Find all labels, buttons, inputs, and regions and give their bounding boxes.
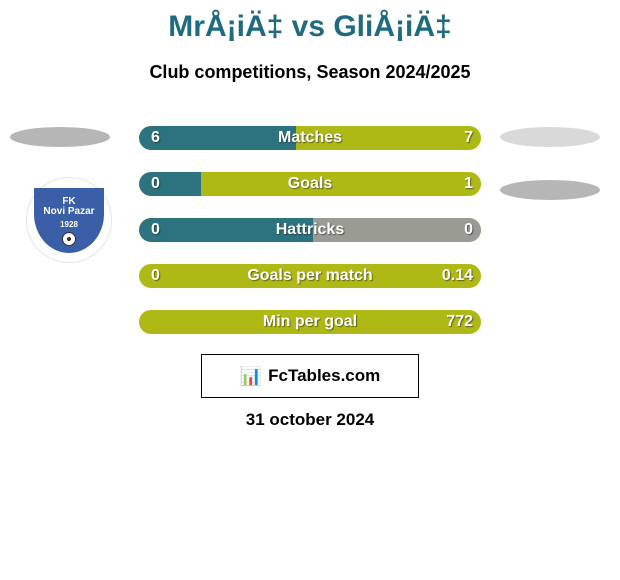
stat-row-hattricks: Hattricks0 0 (139, 218, 481, 242)
watermark[interactable]: 📊 FcTables.com (201, 354, 419, 398)
club-shield: FKNovi Pazar1928 (26, 177, 112, 263)
bar-chart-icon: 📊 (240, 366, 262, 387)
stat-row-min-per-goal: Min per goal772 (139, 310, 481, 334)
team-pill-0 (10, 127, 110, 147)
stat-label: Hattricks (139, 218, 481, 242)
club-shield-line2: Novi Pazar (43, 207, 94, 218)
club-shield-year: 1928 (60, 220, 78, 229)
stats-table: Matches67Goals01Hattricks00Goals per mat… (139, 126, 481, 356)
date-container: 31 october 2024 (0, 410, 620, 430)
stat-row-goals: Goals0 1 (139, 172, 481, 196)
soccer-ball-icon (62, 232, 76, 246)
club-shield-inner: FKNovi Pazar1928 (34, 188, 104, 253)
stat-value-left: 6 (151, 126, 160, 150)
stat-label: Min per goal (139, 310, 481, 334)
stat-label: Matches (139, 126, 481, 150)
team-pill-1 (500, 127, 600, 147)
title-text: MrÅ¡iÄ‡ vs GliÅ¡iÄ‡ (168, 10, 451, 43)
page: MrÅ¡iÄ‡ vs GliÅ¡iÄ‡ Club competitions, S… (0, 0, 620, 580)
stat-value-right: 7 (464, 126, 473, 150)
subtitle: Club competitions, Season 2024/2025 (0, 62, 620, 83)
stat-value-left: 0 (151, 172, 160, 196)
stat-label: Goals per match (139, 264, 481, 288)
stat-value-right: 772 (446, 310, 473, 334)
team-pill-2 (500, 180, 600, 200)
stat-value-right: 0.14 (442, 264, 473, 288)
stat-row-matches: Matches6 7 (139, 126, 481, 150)
stat-value-right: 1 (464, 172, 473, 196)
stat-row-goals-per-match: Goals per match0 0.14 (139, 264, 481, 288)
date: 31 october 2024 (0, 410, 620, 430)
watermark-text: FcTables.com (268, 366, 380, 386)
watermark-container: 📊 FcTables.com (0, 354, 620, 398)
page-title: MrÅ¡iÄ‡ vs GliÅ¡iÄ‡ (0, 0, 620, 44)
stat-label: Goals (139, 172, 481, 196)
stat-value-right: 0 (464, 218, 473, 242)
stat-value-left: 0 (151, 218, 160, 242)
stat-value-left: 0 (151, 264, 160, 288)
